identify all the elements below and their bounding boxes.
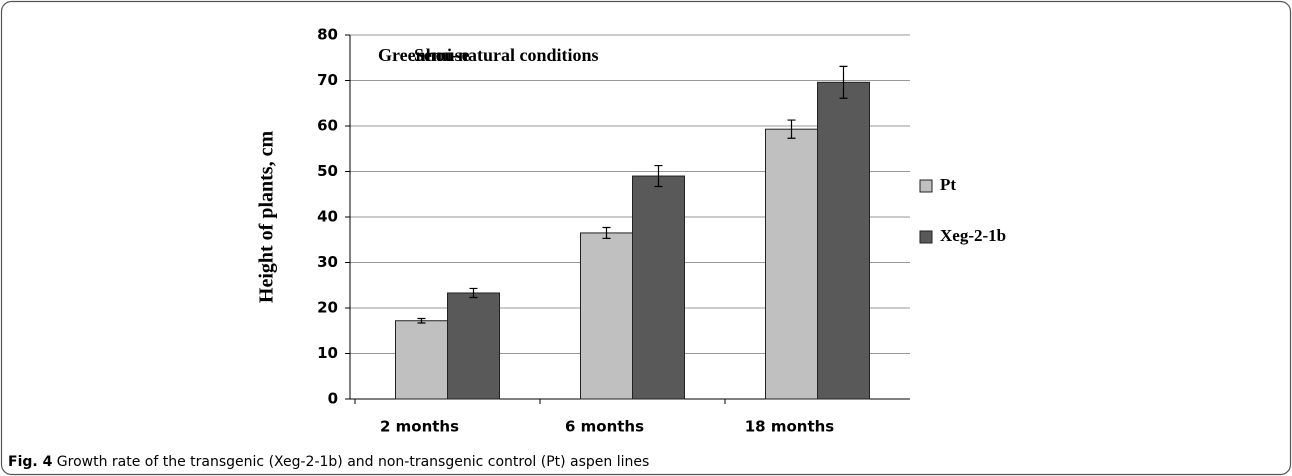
bar (580, 232, 633, 400)
y-tick-label: 60 (317, 117, 338, 135)
legend-swatch (919, 179, 933, 193)
bar (817, 81, 870, 400)
y-tick-label: 50 (317, 162, 338, 180)
error-bar (469, 287, 478, 299)
error-bar (417, 317, 426, 324)
error-bar (839, 65, 848, 99)
y-tick-label: 30 (317, 253, 338, 271)
error-bar (787, 119, 796, 139)
legend-label: Xeg-2-1b (940, 226, 1006, 245)
y-tick-label: 10 (317, 344, 338, 362)
y-tick-label: 70 (317, 71, 338, 89)
bar (395, 320, 448, 400)
bar (447, 292, 500, 400)
bar (765, 128, 818, 400)
legend-label: Pt (940, 175, 956, 194)
legend-swatch (919, 230, 933, 244)
bar (632, 175, 685, 400)
x-tick-label: 2 months (380, 418, 459, 436)
caption: Fig. 4 Growth rate of the transgenic (Xe… (8, 454, 649, 470)
y-axis-label: Height of plants, cm (256, 131, 278, 304)
y-tick-label: 80 (317, 26, 338, 44)
caption-text: Growth rate of the transgenic (Xeg-2-1b)… (57, 454, 650, 470)
error-bar (602, 226, 611, 239)
y-tick-label: 40 (317, 208, 338, 226)
x-tick-label: 18 months (745, 418, 835, 436)
error-bar (654, 164, 663, 188)
y-tick-label: 0 (328, 390, 338, 408)
caption-label: Fig. 4 (8, 454, 53, 470)
annotation: Semi-natural conditions (414, 45, 599, 65)
y-tick-label: 20 (317, 299, 338, 317)
x-tick-label: 6 months (565, 418, 644, 436)
annotation: Greenhouse (378, 45, 470, 65)
